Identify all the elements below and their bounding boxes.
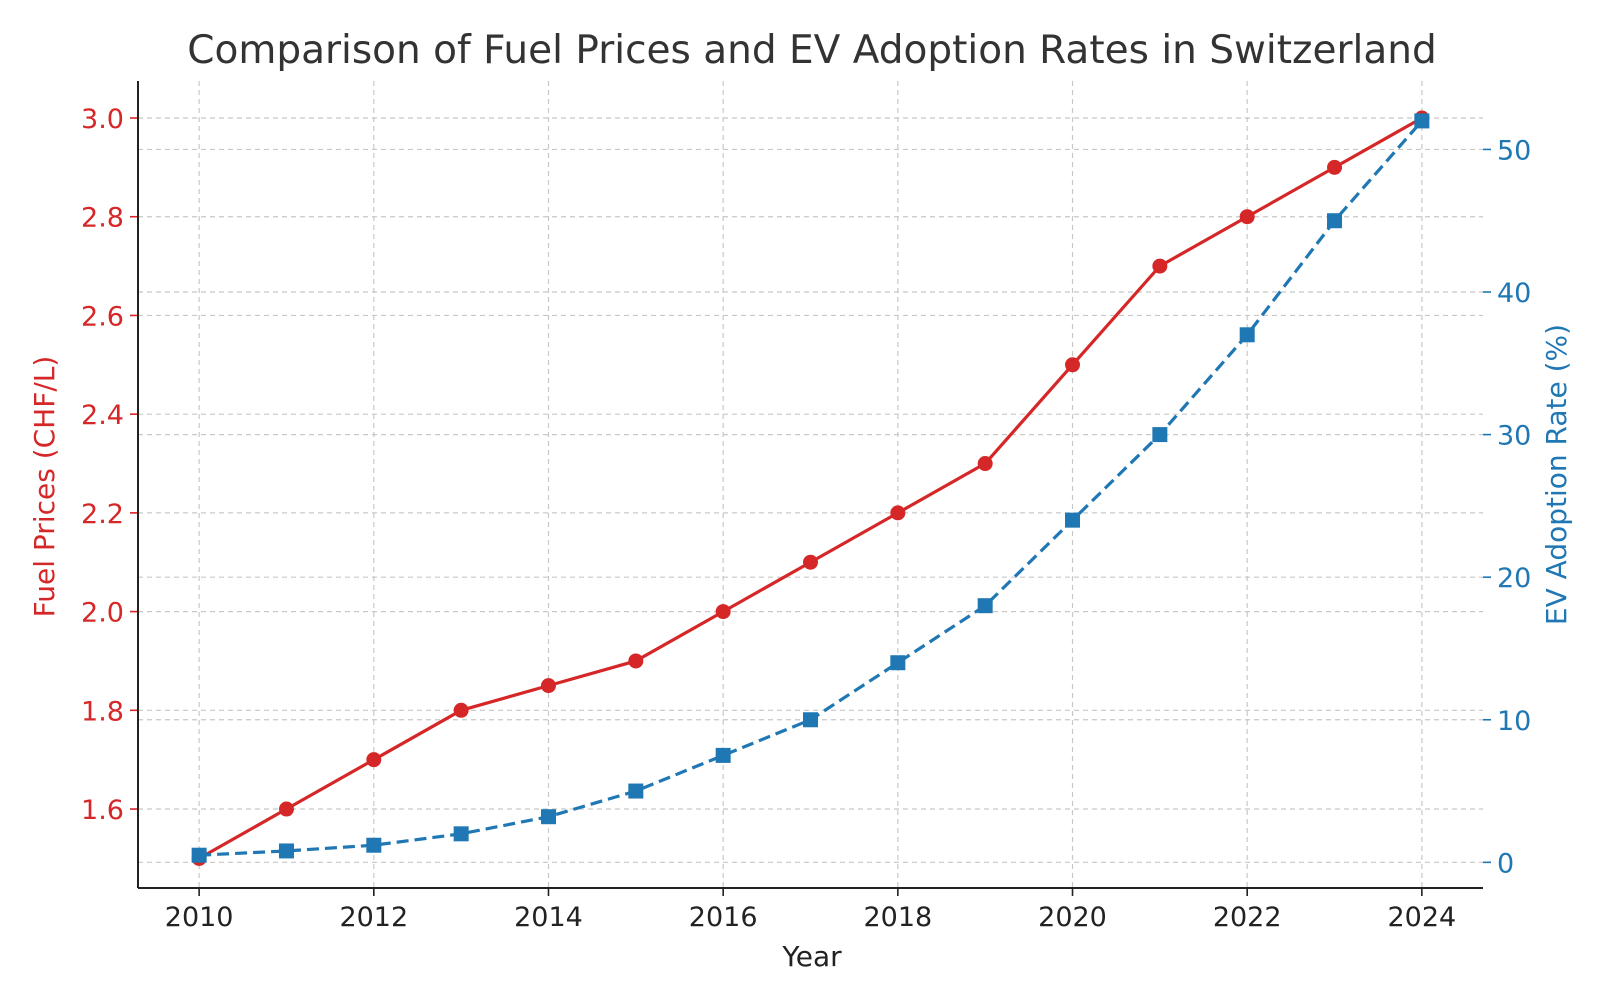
x-axis-label: Year — [781, 940, 842, 973]
series-line-left — [198, 116, 1423, 860]
data-point-fuel-price — [1152, 258, 1168, 274]
right-tick-label: 0 — [1497, 848, 1514, 879]
right-tick-label: 40 — [1497, 278, 1531, 309]
x-tick-label: 2018 — [863, 902, 932, 933]
data-point-ev-adoption — [540, 809, 556, 825]
data-point-ev-adoption — [366, 837, 382, 853]
left-axis-label: Fuel Prices (CHF/L) — [28, 356, 61, 618]
data-point-ev-adoption — [1414, 113, 1430, 129]
x-tick-label: 2012 — [339, 902, 408, 933]
data-point-fuel-price — [1327, 159, 1343, 175]
left-tick-label: 1.8 — [81, 696, 124, 727]
data-point-ev-adoption — [191, 847, 207, 863]
grid-layer — [138, 81, 1483, 888]
series-layer — [191, 110, 1430, 866]
data-point-ev-adoption — [715, 747, 731, 763]
chart-title: Comparison of Fuel Prices and EV Adoptio… — [187, 28, 1437, 73]
left-tick-label: 2.4 — [81, 400, 124, 431]
left-tick-label: 2.6 — [81, 301, 124, 332]
right-tick-label: 50 — [1497, 135, 1531, 166]
left-tick-label: 3.0 — [81, 104, 124, 135]
right-axis-label: EV Adoption Rate (%) — [1540, 324, 1573, 625]
data-point-fuel-price — [278, 801, 294, 817]
data-point-fuel-price — [366, 752, 382, 768]
left-tick-label: 2.0 — [81, 598, 124, 629]
right-tick-label: 20 — [1497, 563, 1531, 594]
data-point-ev-adoption — [1327, 213, 1343, 229]
left-tick-label: 1.6 — [81, 795, 124, 826]
data-point-ev-adoption — [1152, 427, 1168, 443]
data-point-ev-adoption — [1065, 512, 1081, 528]
x-tick-label: 2020 — [1038, 902, 1107, 933]
data-point-ev-adoption — [977, 598, 993, 614]
right-tick-label: 30 — [1497, 421, 1531, 452]
data-point-fuel-price — [803, 554, 818, 570]
data-point-fuel-price — [715, 604, 731, 620]
left-tick-label: 2.8 — [81, 203, 124, 234]
data-point-fuel-price — [890, 505, 906, 521]
data-point-ev-adoption — [453, 826, 469, 842]
data-point-ev-adoption — [1239, 327, 1255, 343]
data-point-fuel-price — [977, 456, 993, 472]
x-tick-label: 2016 — [689, 902, 758, 933]
data-point-ev-adoption — [278, 843, 294, 859]
data-point-fuel-price — [540, 678, 556, 694]
data-point-fuel-price — [453, 702, 469, 718]
x-tick-label: 2010 — [165, 902, 234, 933]
data-point-fuel-price — [1065, 357, 1081, 373]
data-point-ev-adoption — [803, 712, 818, 728]
x-tick-label: 2022 — [1213, 902, 1282, 933]
data-point-ev-adoption — [890, 655, 906, 671]
axes-layer: 2010 2012 2014 2016 2018 2020 2022 20241.61.82.… — [81, 81, 1531, 933]
x-tick-label: 2024 — [1388, 902, 1457, 933]
data-point-ev-adoption — [628, 783, 644, 799]
data-point-fuel-price — [1239, 209, 1255, 225]
right-tick-label: 10 — [1497, 706, 1531, 737]
left-tick-label: 2.2 — [81, 499, 124, 530]
x-tick-label: 2014 — [514, 902, 583, 933]
data-point-fuel-price — [628, 653, 644, 669]
series-line-right — [199, 119, 1424, 857]
